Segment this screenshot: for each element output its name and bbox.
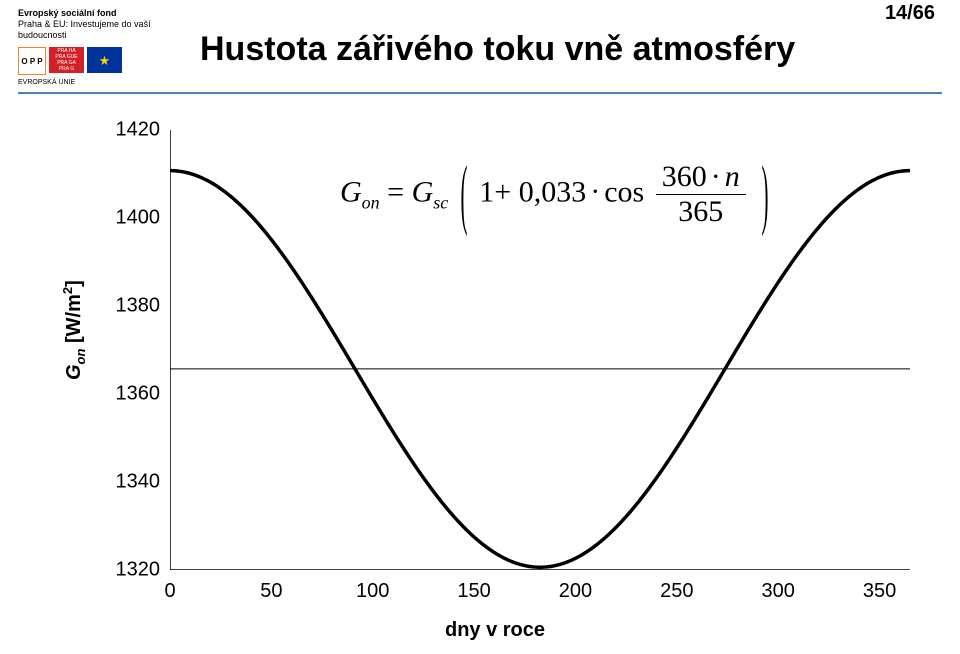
page-title: Hustota zářivého toku vně atmosféry (200, 30, 795, 69)
y-tick-label: 1420 (116, 119, 161, 142)
x-tick-label: 300 (762, 580, 795, 603)
formula-rhs-var: G (412, 175, 434, 208)
y-tick-label: 1360 (116, 383, 161, 406)
formula-dot2: · (707, 160, 725, 193)
y-axis-label: Gon [W/m2] (60, 280, 88, 380)
formula-coef: 0,033 (519, 175, 587, 208)
formula-one: 1 (479, 175, 494, 208)
left-paren: ( (460, 152, 467, 240)
y-axis-var: G (63, 364, 85, 380)
formula-plus: + (494, 175, 511, 208)
logo-badges: O P P PRA HA PRA GUE PRA GA PRA G ★ (18, 47, 178, 75)
x-axis-label: dny v roce (445, 619, 545, 642)
y-tick-label: 1340 (116, 471, 161, 494)
formula-lhs-var: G (340, 175, 362, 208)
y-tick-label: 1400 (116, 207, 161, 230)
y-axis-unit-prefix: [W/m (63, 294, 85, 348)
y-tick-label: 1380 (116, 295, 161, 318)
y-tick-label: 1320 (116, 559, 161, 582)
eu-funding-logo: Evropský sociální fond Praha & EU: Inves… (18, 8, 178, 83)
formula-dot1: · (586, 175, 604, 208)
header-divider (18, 92, 942, 94)
frac-den: 365 (656, 195, 746, 229)
x-tick-label: 50 (260, 580, 282, 603)
y-axis-var-sub: on (73, 349, 88, 365)
y-axis-unit-suffix: ] (63, 280, 85, 287)
formula-cos: cos (604, 175, 644, 208)
logo-line2: Praha & EU: Investujeme do vaší budoucno… (18, 19, 178, 41)
equals-sign: = (387, 175, 411, 208)
x-tick-label: 100 (356, 580, 389, 603)
logo-line1: Evropský sociální fond (18, 8, 178, 19)
y-axis-unit-sup: 2 (60, 287, 75, 294)
opp-badge: O P P (18, 47, 46, 75)
formula-fraction: 360·n 365 (656, 160, 746, 229)
right-paren: ) (762, 152, 769, 240)
x-tick-label: 350 (863, 580, 896, 603)
eu-flag-badge: ★ (87, 47, 122, 73)
frac-num-coef: 360 (662, 160, 707, 193)
eu-label: EVROPSKÁ UNIE (18, 77, 178, 88)
formula: Gon = Gsc ( 1+ 0,033·cos 360·n 365 ) (340, 160, 773, 229)
praha-badge: PRA HA PRA GUE PRA GA PRA G (49, 47, 84, 73)
page-number: 14/66 (885, 2, 935, 25)
formula-rhs-sub: sc (433, 192, 448, 212)
x-tick-label: 150 (457, 580, 490, 603)
x-tick-label: 250 (660, 580, 693, 603)
page: 14/66 Evropský sociální fond Praha & EU:… (0, 0, 960, 654)
frac-num-var: n (725, 160, 740, 193)
formula-lhs-sub: on (362, 192, 380, 212)
x-tick-label: 0 (164, 580, 175, 603)
x-tick-label: 200 (559, 580, 592, 603)
header: 14/66 Evropský sociální fond Praha & EU:… (0, 0, 960, 95)
